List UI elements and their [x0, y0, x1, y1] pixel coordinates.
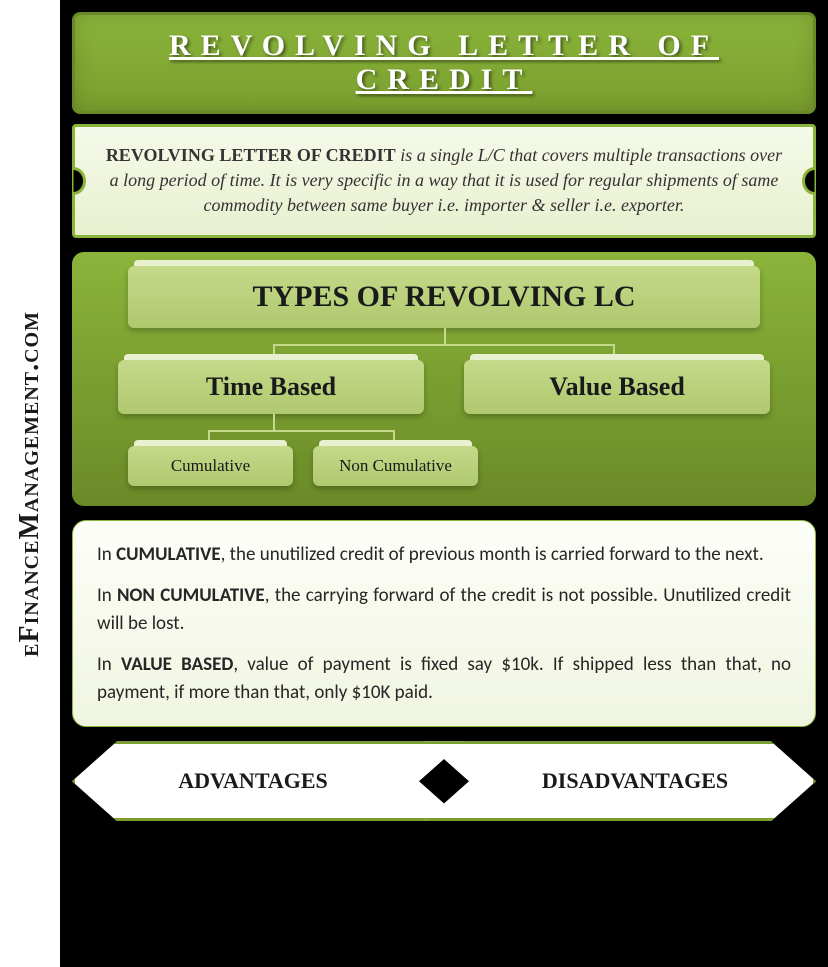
explanation-box: In CUMULATIVE, the unutilized credit of … [72, 520, 816, 728]
tree-root: TYPES OF REVOLVING LC [128, 266, 760, 328]
advantages-label: ADVANTAGES [178, 768, 328, 794]
definition-box: REVOLVING LETTER OF CREDIT is a single L… [72, 124, 816, 238]
tree-node-cumulative: Cumulative [128, 446, 293, 486]
explain-valuebased: In VALUE BASED, value of payment is fixe… [97, 651, 791, 706]
title-box: REVOLVING LETTER OF CREDIT [72, 12, 816, 114]
arrows-row: ADVANTAGES DISADVANTAGES [72, 741, 816, 821]
tree-level-3: Cumulative Non Cumulative [88, 446, 800, 486]
disadvantages-arrow: DISADVANTAGES [424, 741, 816, 821]
tree-node-noncumulative: Non Cumulative [313, 446, 478, 486]
brand-text: eFinanceManagement.com [14, 311, 46, 657]
tree-diagram: TYPES OF REVOLVING LC Time Based Value B… [72, 252, 816, 506]
sidebar: eFinanceManagement.com [0, 0, 60, 967]
page-title: REVOLVING LETTER OF CREDIT [95, 29, 793, 97]
tree-level-2: Time Based Value Based [88, 360, 800, 414]
disadvantages-label: DISADVANTAGES [542, 768, 728, 794]
advantages-arrow: ADVANTAGES [72, 741, 464, 821]
definition-lead: REVOLVING LETTER OF CREDIT [106, 145, 396, 165]
explain-cumulative: In CUMULATIVE, the unutilized credit of … [97, 541, 791, 569]
tree-node-value: Value Based [464, 360, 770, 414]
tree-node-time: Time Based [118, 360, 424, 414]
explain-noncumulative: In NON CUMULATIVE, the carrying forward … [97, 582, 791, 637]
main-content: REVOLVING LETTER OF CREDIT REVOLVING LET… [60, 0, 828, 967]
